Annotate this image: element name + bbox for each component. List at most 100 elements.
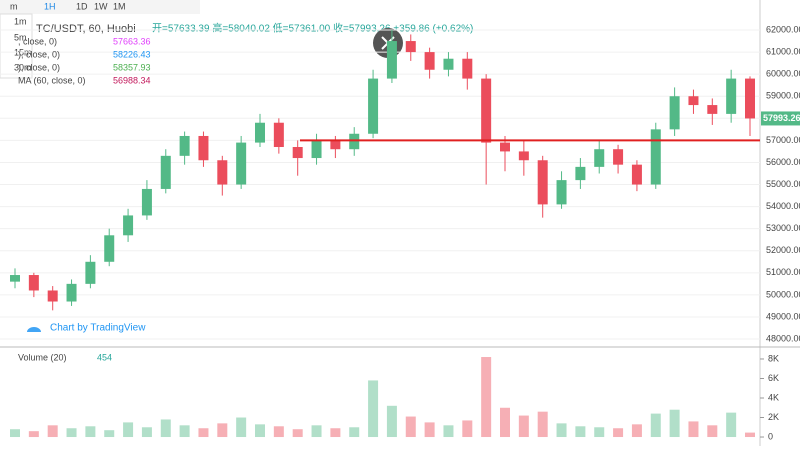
volume-bar <box>368 380 379 438</box>
volume-bar <box>28 431 39 438</box>
candle-body <box>311 140 322 159</box>
volume-value: 454 <box>97 352 112 362</box>
interval[interactable]: 1W <box>94 1 108 11</box>
y-tick-label: 48000.00 <box>766 333 800 343</box>
candle-body <box>556 180 567 205</box>
volume-bar <box>650 413 661 438</box>
y-tick-label: 54000.00 <box>766 201 800 211</box>
y-tick-label: 50000.00 <box>766 289 800 299</box>
menu-item[interactable]: 30m <box>14 62 32 72</box>
y2-tick-label: 6K <box>768 373 779 383</box>
volume-bar <box>104 430 115 438</box>
volume-bar <box>198 428 209 438</box>
volume-bar <box>160 419 171 438</box>
volume-bar <box>10 429 20 438</box>
y-tick-label: 60000.00 <box>766 69 800 79</box>
volume-bar <box>726 412 737 438</box>
candle-body <box>650 129 661 185</box>
y-tick-label: 51000.00 <box>766 267 800 277</box>
volume-bar <box>349 427 360 438</box>
candle-body <box>424 52 435 70</box>
candle-body <box>198 135 209 161</box>
volume-bar <box>255 424 265 438</box>
volume-bar <box>330 428 341 438</box>
candle-body <box>368 78 379 134</box>
toolbar-items: m 1H 1D 1W 1M <box>10 1 126 11</box>
volume-bar <box>141 427 152 438</box>
candle-body <box>330 140 341 150</box>
volume-bar <box>745 432 755 438</box>
menu-item[interactable]: 1m <box>14 16 27 26</box>
watermark-icon <box>27 327 41 332</box>
volume-bar <box>66 428 77 438</box>
candle-body <box>104 235 115 262</box>
ma-value: 57663.36 <box>113 36 151 46</box>
candle-body <box>631 164 642 185</box>
volume-bar <box>462 420 473 438</box>
y-tick-label: 55000.00 <box>766 179 800 189</box>
ma-value: 56988.34 <box>113 75 151 85</box>
volume-bar <box>481 357 492 438</box>
interval[interactable]: 1D <box>76 1 88 11</box>
candle-body <box>217 160 228 185</box>
volume-bar <box>292 429 303 438</box>
volume-bar <box>123 422 134 438</box>
toolbar <box>0 0 200 14</box>
y2-tick-label: 0 <box>768 431 773 441</box>
candle-body <box>386 41 397 79</box>
volume-bar <box>273 426 284 438</box>
volume-bar <box>443 425 454 438</box>
y2-tick-label: 2K <box>768 412 779 422</box>
ohlc: 开=57633.39 高=58040.02 低=57361.00 收=57993… <box>152 22 473 35</box>
volume-bar <box>575 426 586 438</box>
volume-bar <box>537 411 548 438</box>
candle-body <box>405 41 416 53</box>
volume-bar <box>556 423 567 438</box>
y2-tick-label: 8K <box>768 353 779 363</box>
y-tick-label: 49000.00 <box>766 311 800 321</box>
candle-body <box>613 149 624 165</box>
volume-bar <box>47 425 58 438</box>
volume-bar <box>217 423 228 438</box>
candle-body <box>500 142 510 152</box>
interval-active[interactable]: 1H <box>44 1 56 11</box>
volume-bar <box>424 422 435 438</box>
interval-prefix[interactable]: m <box>10 1 18 11</box>
candle-body <box>443 58 454 70</box>
candle-body <box>85 261 96 284</box>
volume-bar <box>386 405 397 438</box>
candle-body <box>179 135 190 156</box>
y-tick-label: 52000.00 <box>766 245 800 255</box>
candle-body <box>726 78 737 114</box>
volume-bar <box>669 409 680 438</box>
volume-bar <box>311 425 322 438</box>
menu-item[interactable]: 5m <box>14 32 27 42</box>
candle-body <box>47 290 58 302</box>
candle-body <box>236 142 247 185</box>
y-tick-label: 56000.00 <box>766 157 800 167</box>
candle-body <box>537 160 548 205</box>
watermark-group: Chart by TradingView <box>27 323 146 334</box>
volume-label: Volume (20) <box>18 352 67 362</box>
volume-bar <box>631 424 642 438</box>
candle-body <box>28 275 39 291</box>
volume-bar <box>500 407 510 438</box>
candle-body <box>255 122 265 143</box>
symbol: TC/USDT, 60, Huobi <box>36 23 136 35</box>
volume-bar <box>236 417 247 438</box>
interval-menu <box>0 13 33 79</box>
price-tag <box>761 111 800 126</box>
candle-body <box>141 188 152 216</box>
candle-body <box>669 96 680 130</box>
ma-label: , close, 0) <box>18 36 57 46</box>
watermark: Chart by TradingView <box>50 323 146 334</box>
y-tick-label: 57000.00 <box>766 135 800 145</box>
ma-label: MA (60, close, 0) <box>18 75 86 85</box>
candle-body <box>66 283 77 302</box>
candle-body <box>707 105 718 114</box>
volume-bar <box>688 421 699 438</box>
candle-body <box>594 149 605 167</box>
y-tick-label: 53000.00 <box>766 223 800 233</box>
interval[interactable]: 1M <box>113 1 126 11</box>
